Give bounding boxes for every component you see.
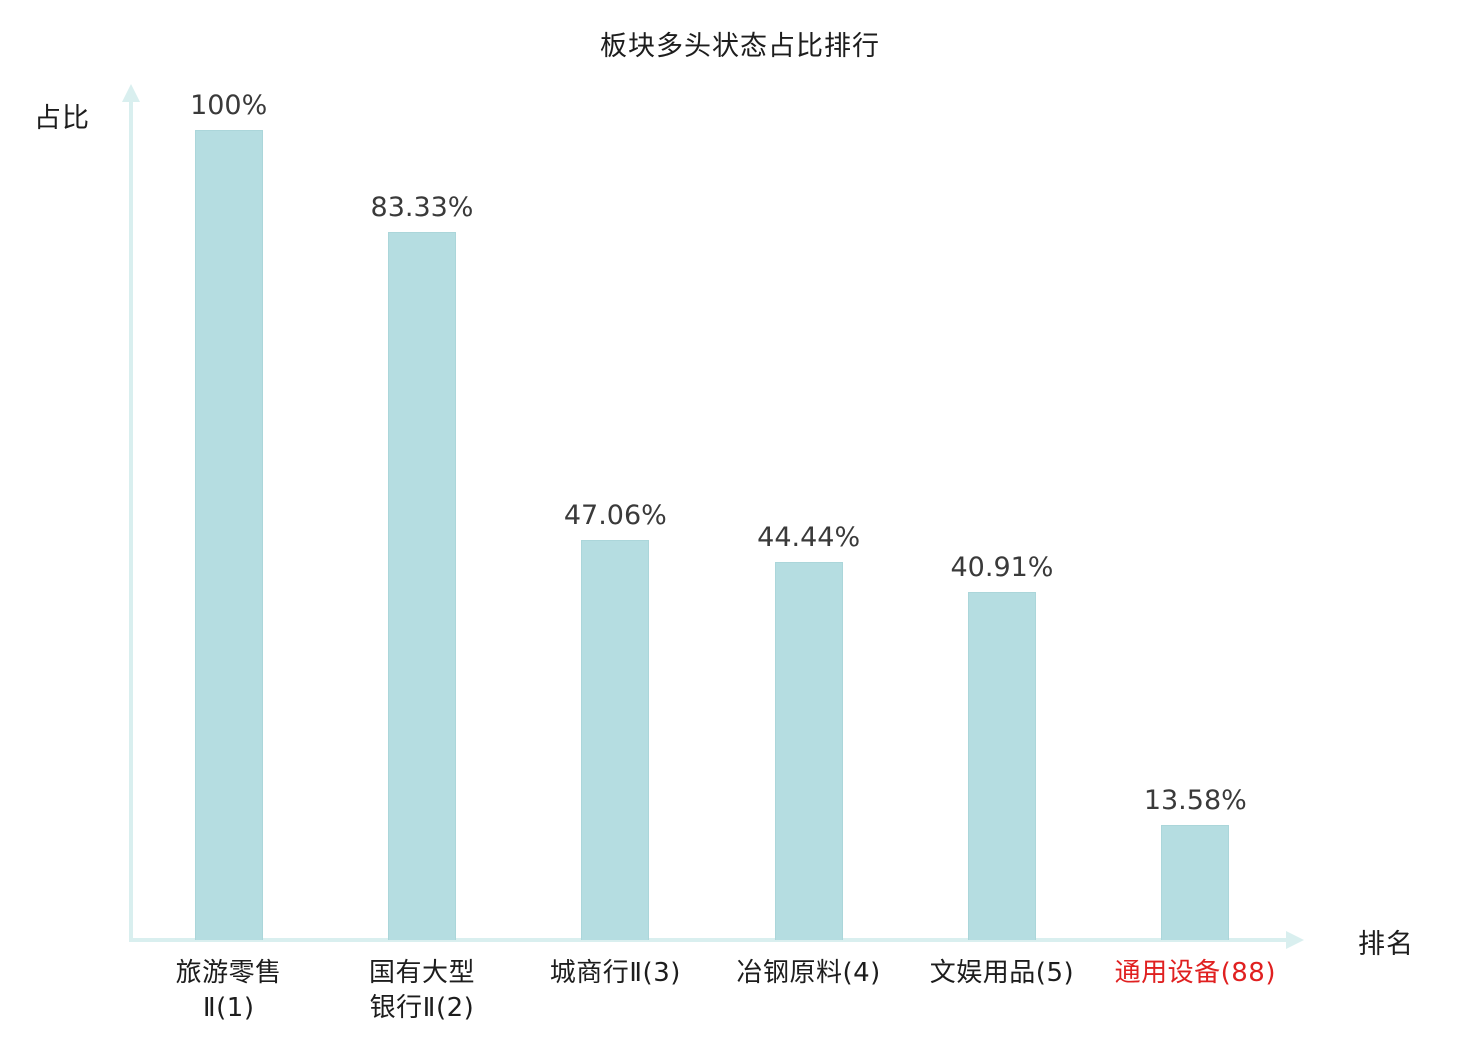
bar-group: 100% — [132, 90, 325, 940]
bar — [774, 562, 843, 940]
bar-value-label: 47.06% — [563, 500, 667, 531]
bar — [581, 540, 650, 940]
bar-group: 13.58% — [1099, 90, 1292, 940]
bar — [194, 130, 263, 940]
bar — [1161, 825, 1230, 940]
category-label: 国有大型 银行Ⅱ(2) — [368, 958, 475, 1024]
bar — [967, 592, 1036, 940]
bar — [387, 232, 456, 940]
bar-value-label: 13.58% — [1143, 785, 1247, 816]
bar-group: 47.06% — [519, 90, 712, 940]
category-label: 城商行Ⅱ(3) — [549, 958, 681, 988]
category-label: 文娱用品(5) — [929, 958, 1075, 988]
x-axis-label: 排名 — [1358, 929, 1414, 960]
bar-value-label: 100% — [190, 90, 268, 121]
category-label: 通用设备(88) — [1114, 958, 1276, 988]
bar-value-label: 83.33% — [370, 192, 474, 223]
bar-value-label: 40.91% — [950, 552, 1054, 583]
category-axis-labels: 旅游零售 Ⅱ(1) 国有大型 银行Ⅱ(2) 城商行Ⅱ(3) 冶钢原料(4) 文娱用品(5… — [132, 956, 1292, 1026]
bar-group: 83.33% — [325, 90, 518, 940]
chart-title: 板块多头状态占比排行 — [600, 31, 880, 62]
bar-value-label: 44.44% — [757, 522, 861, 553]
bar-group: 40.91% — [905, 90, 1098, 940]
category-label: 旅游零售 Ⅱ(1) — [175, 958, 282, 1024]
plot-area: 100% 83.33% 47.06% 44.44% 40.91% 13.58% — [132, 90, 1292, 940]
bar-group: 44.44% — [712, 90, 905, 940]
category-label: 冶钢原料(4) — [736, 958, 881, 988]
y-axis-label: 占比 — [34, 103, 90, 134]
